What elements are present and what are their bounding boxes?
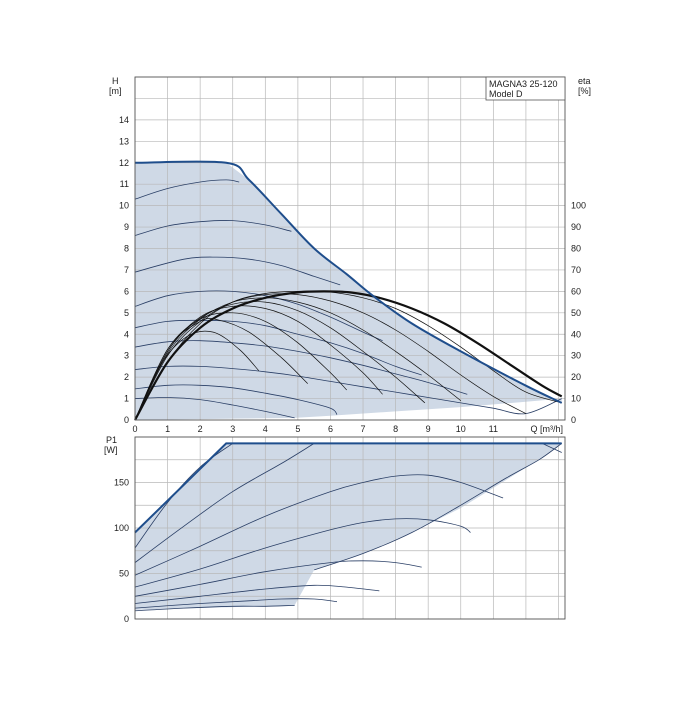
q-x-tick-label: 2 — [198, 424, 203, 434]
head-panel: 0123456789101112131401020304050607080901… — [109, 76, 591, 434]
eta-axis-unit: [%] — [578, 86, 591, 96]
power-operating-area — [135, 443, 562, 610]
q-x-tick-label: 0 — [132, 424, 137, 434]
head-y-tick-label: 10 — [119, 201, 129, 211]
efficiency-curve — [134, 290, 562, 421]
head-curve — [134, 365, 562, 415]
eta-y-tick-label: 50 — [571, 308, 581, 318]
q-x-tick-label: 3 — [230, 424, 235, 434]
max-efficiency-curve — [134, 290, 563, 421]
head-curve — [134, 384, 338, 415]
efficiency-curve — [134, 318, 308, 421]
eta-axis-label: eta — [578, 76, 591, 86]
q-x-tick-label: 6 — [328, 424, 333, 434]
power-curve — [134, 443, 315, 563]
head-curve — [134, 397, 295, 419]
q-x-tick-label: 1 — [165, 424, 170, 434]
head-y-tick-label: 0 — [124, 415, 129, 425]
head-curve — [134, 319, 422, 376]
head-y-tick-label: 2 — [124, 372, 129, 382]
eta-y-tick-label: 20 — [571, 372, 581, 382]
eta-y-tick-label: 0 — [571, 415, 576, 425]
head-y-tick-label: 3 — [124, 351, 129, 361]
q-x-tick-label: 8 — [393, 424, 398, 434]
power-panel: 0 50 100 150 P1[W] — [104, 435, 566, 624]
q-x-tick-label: 4 — [263, 424, 268, 434]
eta-y-tick-label: 30 — [571, 351, 581, 361]
eta-y-tick-label: 70 — [571, 265, 581, 275]
head-y-tick-label: 9 — [124, 222, 129, 232]
model-name-label: MAGNA3 25-120 — [489, 79, 558, 89]
head-y-tick-label: 6 — [124, 286, 129, 296]
head-y-tick-label: 13 — [119, 136, 129, 146]
q-axis-label: Q [m³/h] — [530, 424, 563, 434]
head-y-tick-label: 8 — [124, 244, 129, 254]
head-y-tick-label: 14 — [119, 115, 129, 125]
power-curve — [134, 605, 295, 612]
eta-y-tick-label: 80 — [571, 244, 581, 254]
head-y-tick-label: 11 — [120, 179, 129, 189]
head-plot-frame — [134, 76, 566, 421]
efficiency-curve — [134, 297, 462, 421]
eta-y-tick-label: 90 — [571, 222, 581, 232]
eta-y-tick-label: 60 — [571, 286, 581, 296]
eta-y-tick-label: 100 — [571, 201, 586, 211]
power-max-curve — [134, 442, 562, 534]
model-legend-box — [485, 76, 566, 101]
q-x-tick-label: 11 — [489, 424, 498, 434]
model-variant-label: Model D — [489, 89, 523, 99]
power-y-tick-label: 50 — [119, 569, 129, 579]
power-plot-frame — [134, 436, 566, 620]
head-max-curve — [134, 160, 563, 404]
power-curve — [134, 474, 504, 576]
head-curve — [134, 179, 240, 200]
power-curve — [134, 560, 422, 597]
head-y-tick-label: 7 — [124, 265, 129, 275]
power-y-tick-label: 0 — [124, 614, 129, 624]
head-y-tick-label: 12 — [119, 158, 129, 168]
head-curve — [134, 220, 292, 236]
head-y-tick-label: 1 — [124, 394, 129, 404]
power-axis-unit: [W] — [104, 445, 118, 455]
head-y-tick-label: 5 — [124, 308, 129, 318]
head-curve — [134, 340, 468, 395]
head-curve — [134, 290, 383, 342]
q-x-tick-label: 7 — [361, 424, 366, 434]
head-axis-label: H — [112, 76, 119, 86]
power-boundary-line — [542, 443, 562, 453]
q-x-tick-label: 5 — [295, 424, 300, 434]
power-axis-label: P1 — [106, 435, 117, 445]
q-x-tick-label: 9 — [426, 424, 431, 434]
power-y-tick-label: 100 — [114, 523, 129, 533]
eta-y-tick-label: 40 — [571, 329, 581, 339]
head-y-tick-label: 4 — [124, 329, 129, 339]
power-curve — [134, 598, 338, 609]
power-boundary-line — [314, 443, 562, 571]
power-curve — [134, 518, 471, 588]
power-y-tick-label: 150 — [114, 478, 129, 488]
eta-y-tick-label: 10 — [571, 394, 581, 404]
efficiency-curve — [134, 305, 383, 421]
q-x-tick-label: 10 — [456, 424, 466, 434]
power-curve — [134, 584, 380, 604]
efficiency-curve — [134, 330, 260, 421]
head-curve — [134, 256, 341, 286]
head-axis-unit: [m] — [109, 86, 122, 96]
